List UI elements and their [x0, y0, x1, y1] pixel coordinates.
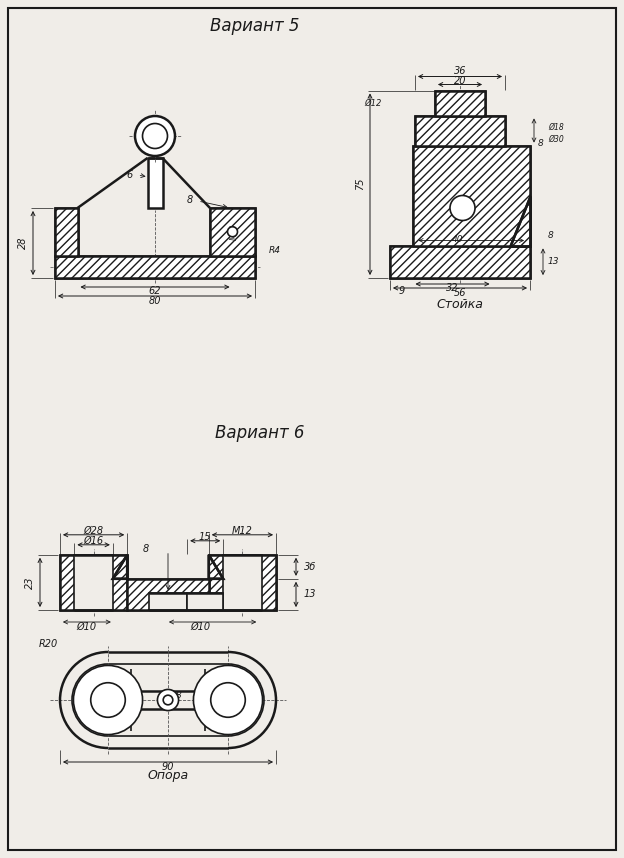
Text: 13: 13: [304, 589, 316, 600]
Text: Ø28: Ø28: [84, 526, 104, 535]
Circle shape: [90, 683, 125, 717]
Text: 36: 36: [454, 67, 466, 76]
Text: Вариант 6: Вариант 6: [215, 424, 305, 442]
Text: 8: 8: [538, 139, 544, 148]
Bar: [60, 555, 127, 610]
Text: 40: 40: [452, 235, 463, 244]
Text: R4: R4: [269, 246, 281, 255]
Text: 28: 28: [18, 237, 28, 250]
Text: 13: 13: [548, 257, 560, 266]
Bar: [435, 90, 485, 116]
Bar: [415, 116, 505, 146]
Text: 6: 6: [127, 170, 133, 180]
Bar: [55, 208, 77, 256]
Bar: [55, 256, 255, 278]
Bar: [210, 208, 255, 256]
Text: 80: 80: [149, 296, 161, 306]
Text: 32: 32: [446, 283, 459, 293]
Text: 20: 20: [454, 76, 466, 86]
Text: R20: R20: [39, 639, 58, 649]
Text: 8: 8: [187, 195, 193, 205]
Circle shape: [157, 690, 178, 710]
Text: 6: 6: [197, 603, 205, 609]
Bar: [55, 208, 77, 256]
Text: Ø10: Ø10: [190, 622, 210, 632]
Bar: [412, 146, 530, 245]
Polygon shape: [510, 196, 530, 245]
Text: Ø18: Ø18: [548, 123, 563, 132]
Bar: [187, 593, 223, 610]
Polygon shape: [209, 555, 223, 579]
Circle shape: [211, 683, 245, 717]
Circle shape: [450, 196, 475, 221]
Circle shape: [74, 666, 142, 734]
Circle shape: [163, 695, 173, 704]
Circle shape: [193, 666, 263, 734]
Bar: [60, 555, 127, 610]
Text: 56: 56: [454, 288, 466, 298]
Bar: [415, 116, 505, 146]
Bar: [435, 90, 485, 116]
Text: Ø16: Ø16: [170, 598, 187, 607]
Bar: [210, 208, 255, 256]
Text: Опора: Опора: [147, 770, 188, 782]
Text: Ø12: Ø12: [364, 99, 382, 107]
Bar: [209, 555, 276, 610]
Bar: [209, 555, 276, 610]
Text: 8: 8: [548, 231, 553, 240]
Text: 75: 75: [355, 178, 365, 190]
Bar: [412, 146, 530, 245]
Text: Ø16: Ø16: [84, 535, 104, 546]
Polygon shape: [113, 555, 127, 579]
Text: 62: 62: [149, 286, 161, 296]
Bar: [223, 555, 261, 610]
Circle shape: [142, 124, 167, 148]
Text: Стойка: Стойка: [437, 298, 484, 311]
Text: Ø30: Ø30: [548, 135, 563, 144]
Bar: [55, 256, 255, 278]
Bar: [390, 245, 530, 278]
Bar: [127, 579, 209, 610]
Bar: [147, 158, 162, 208]
Bar: [149, 593, 187, 610]
Bar: [127, 579, 209, 610]
Bar: [390, 245, 530, 278]
Text: Ø10: Ø10: [77, 622, 97, 632]
Text: Вариант 5: Вариант 5: [210, 17, 300, 35]
Bar: [74, 555, 113, 610]
Text: 23: 23: [25, 577, 35, 589]
Text: M12: M12: [232, 526, 253, 535]
Text: M10: M10: [230, 224, 239, 240]
Circle shape: [228, 227, 238, 237]
Circle shape: [135, 116, 175, 156]
Text: 9: 9: [398, 286, 404, 296]
Text: 8: 8: [176, 691, 182, 699]
Text: 3б: 3б: [304, 562, 316, 571]
Text: 90: 90: [162, 762, 174, 772]
Text: 8: 8: [143, 544, 149, 553]
Text: 15: 15: [199, 532, 212, 541]
